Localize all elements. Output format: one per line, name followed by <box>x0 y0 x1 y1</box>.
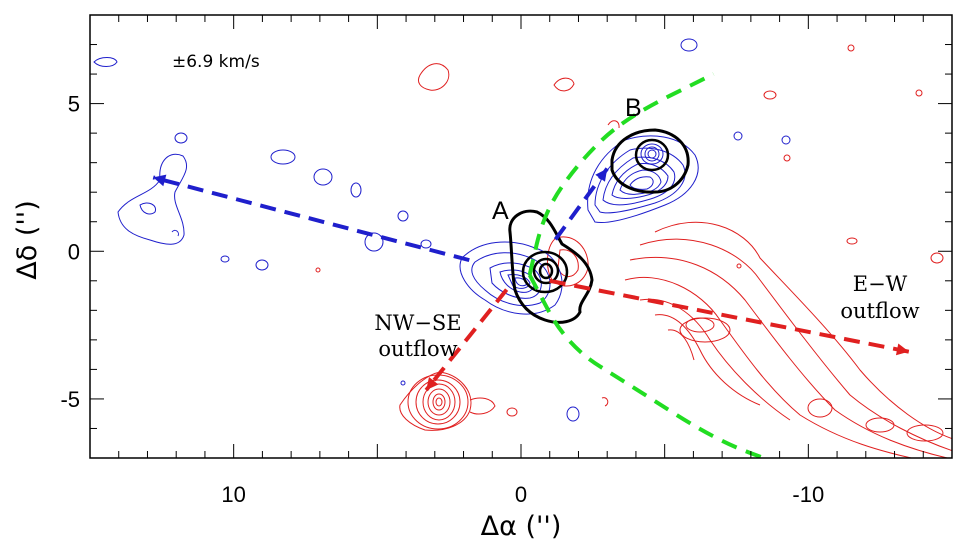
cavity-arcs <box>527 72 770 458</box>
y-axis-title: Δδ ('') <box>12 200 43 279</box>
x-axis-title: Δα ('') <box>481 511 562 542</box>
nw-se-outflow-label-line1: NW−SE <box>374 311 461 335</box>
source-b-label: B <box>625 94 642 122</box>
x-tick-label: -10 <box>792 482 824 507</box>
blue-outflow-arrow <box>553 167 609 241</box>
x-tick-label: 0 <box>515 482 527 507</box>
continuum-contours <box>508 128 690 324</box>
red-outflow-arrow <box>424 288 509 392</box>
source-a-label: A <box>492 197 509 225</box>
cavity-arc <box>527 72 715 276</box>
blue-arrowhead <box>595 168 608 182</box>
blue-outflow-arrow <box>152 175 470 263</box>
outflow-arrows <box>152 167 910 392</box>
velocity-label: ±6.9 km/s <box>172 52 260 72</box>
blue-lobe-contours <box>93 38 791 422</box>
red-arrowhead <box>895 343 909 356</box>
y-tick-label: -5 <box>60 387 80 412</box>
e-w-outflow-label-line1: E−W <box>853 272 908 296</box>
cavity-arc <box>527 273 770 458</box>
plot-frame <box>89 14 953 459</box>
axis-tick-labels: 10 0 -10 5 0 -5 <box>60 92 824 507</box>
red-outflow-arrow <box>549 278 910 354</box>
x-tick-label: 10 <box>221 482 245 507</box>
nw-se-outflow-label-line2: outflow <box>378 337 457 361</box>
blue-arrowhead <box>153 174 167 187</box>
y-tick-label: 0 <box>68 239 80 264</box>
red-arrowhead <box>426 376 439 391</box>
y-tick-label: 5 <box>68 92 80 117</box>
axis-ticks <box>89 14 953 459</box>
red-lobe-contours <box>315 44 952 458</box>
e-w-outflow-label-line2: outflow <box>840 299 919 323</box>
